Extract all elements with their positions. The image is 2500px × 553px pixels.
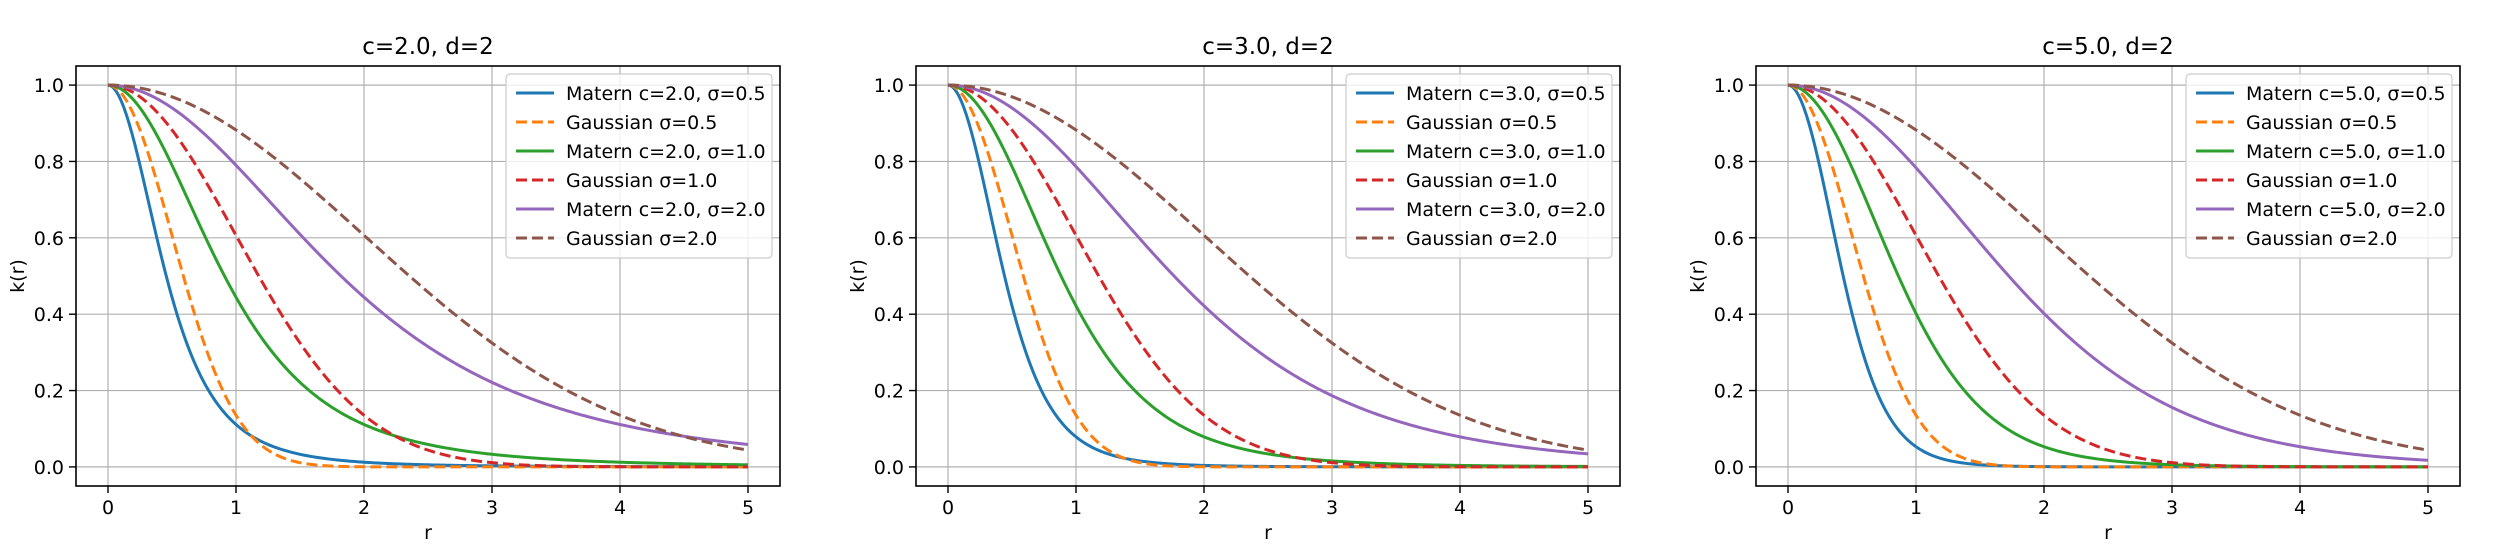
x-tick-label: 4 <box>2294 497 2306 519</box>
legend-label: Gaussian σ=1.0 <box>2246 170 2397 192</box>
x-tick-label: 5 <box>2422 497 2434 519</box>
legend-label: Gaussian σ=2.0 <box>2246 228 2397 250</box>
legend-label: Matern c=2.0, σ=0.5 <box>566 83 766 105</box>
series-line-gaussian <box>947 83 1588 469</box>
x-tick-label: 2 <box>1198 497 1210 519</box>
legend-label: Matern c=5.0, σ=0.5 <box>2246 83 2446 105</box>
legend-box <box>505 73 773 259</box>
series-line-gaussian <box>107 83 748 469</box>
legend-box <box>1345 73 1613 259</box>
x-axis-label: r <box>424 522 432 544</box>
y-axis-label: k(r) <box>847 259 869 293</box>
y-tick-label: 0.6 <box>1714 228 1744 250</box>
x-tick-label: 4 <box>1454 497 1466 519</box>
axes-frame <box>1755 65 2461 487</box>
x-tick-label: 4 <box>614 497 626 519</box>
legend-label: Gaussian σ=0.5 <box>566 112 717 134</box>
legend: Matern c=5.0, σ=0.5 Gaussian σ=0.5 Matern … <box>2185 73 2453 259</box>
plot-area-1: 0 1 2 3 4 5 0.0 0.2 0.4 0.6 0.8 1.0 Matern c=2.0, σ=… <box>34 65 781 519</box>
subplot-2: c=3.0, d=2 r k(r) <box>847 34 1334 544</box>
y-tick-label: 0.0 <box>34 457 64 479</box>
series-line-matern <box>1787 83 2429 462</box>
series-line-matern <box>107 83 749 446</box>
x-tick-label: 3 <box>2166 497 2178 519</box>
y-axis-label: k(r) <box>7 259 29 293</box>
legend-label: Matern c=3.0, σ=0.5 <box>1406 83 1606 105</box>
subplot-title: c=3.0, d=2 <box>1202 34 1334 60</box>
y-tick-label: 0.2 <box>34 381 64 403</box>
legend-label: Gaussian σ=2.0 <box>566 228 717 250</box>
y-tick-label: 0.4 <box>1714 304 1744 326</box>
series-line-gaussian <box>947 83 1588 469</box>
legend-label: Matern c=5.0, σ=2.0 <box>2246 199 2446 221</box>
legend-label: Matern c=3.0, σ=2.0 <box>1406 199 1606 221</box>
y-tick-label: 0.4 <box>34 304 64 326</box>
x-tick-label: 1 <box>1910 497 1922 519</box>
y-tick-label: 0.6 <box>874 228 904 250</box>
x-tick-label: 0 <box>102 497 114 519</box>
legend-box <box>2185 73 2453 259</box>
y-tick-label: 0.8 <box>1714 151 1744 173</box>
legend-label: Matern c=5.0, σ=1.0 <box>2246 141 2446 163</box>
axes-frame <box>75 65 781 487</box>
y-tick-label: 0.4 <box>874 304 904 326</box>
series-line-gaussian <box>947 83 1589 452</box>
legend-label: Gaussian σ=0.5 <box>2246 112 2397 134</box>
series-line-matern <box>107 83 749 467</box>
x-tick-label: 1 <box>1070 497 1082 519</box>
y-tick-label: 0.8 <box>874 151 904 173</box>
x-tick-label: 5 <box>742 497 754 519</box>
plot-area-3: 0 1 2 3 4 5 0.0 0.2 0.4 0.6 0.8 1.0 Matern c=5.0, σ=… <box>1714 65 2461 519</box>
series-line-gaussian <box>1787 83 2428 469</box>
subplot-title: c=2.0, d=2 <box>362 34 494 60</box>
x-tick-label: 5 <box>1582 497 1594 519</box>
x-tick-label: 0 <box>1782 497 1794 519</box>
y-axis-label: k(r) <box>1687 259 1709 293</box>
legend-label: Gaussian σ=2.0 <box>1406 228 1557 250</box>
x-tick-label: 3 <box>486 497 498 519</box>
x-tick-label: 2 <box>2038 497 2050 519</box>
y-tick-label: 0.6 <box>34 228 64 250</box>
legend-label: Matern c=3.0, σ=1.0 <box>1406 141 1606 163</box>
legend-label: Gaussian σ=1.0 <box>1406 170 1557 192</box>
y-tick-label: 0.2 <box>874 381 904 403</box>
series-line-matern <box>947 83 1589 456</box>
y-tick-label: 0.8 <box>34 151 64 173</box>
legend: Matern c=3.0, σ=0.5 Gaussian σ=0.5 Matern … <box>1345 73 1613 259</box>
x-tick-label: 3 <box>1326 497 1338 519</box>
series-line-gaussian <box>107 83 749 452</box>
legend-label: Gaussian σ=1.0 <box>566 170 717 192</box>
y-tick-label: 0.2 <box>1714 381 1744 403</box>
y-tick-label: 1.0 <box>874 75 904 97</box>
subplot-3: c=5.0, d=2 r k(r) <box>1687 34 2174 544</box>
plot-area-2: 0 1 2 3 4 5 0.0 0.2 0.4 0.6 0.8 1.0 Matern c=3.0, σ=… <box>874 65 1621 519</box>
legend-label: Matern c=2.0, σ=2.0 <box>566 199 766 221</box>
y-tick-label: 0.0 <box>1714 457 1744 479</box>
subplot-title: c=5.0, d=2 <box>2042 34 2174 60</box>
y-tick-label: 0.0 <box>874 457 904 479</box>
axes-frame <box>915 65 1621 487</box>
x-axis-label: r <box>2104 522 2112 544</box>
y-tick-label: 1.0 <box>1714 75 1744 97</box>
x-tick-label: 1 <box>230 497 242 519</box>
series-line-gaussian <box>1787 83 2429 452</box>
legend: Matern c=2.0, σ=0.5 Gaussian σ=0.5 Matern … <box>505 73 773 259</box>
x-tick-label: 2 <box>358 497 370 519</box>
y-tick-label: 1.0 <box>34 75 64 97</box>
x-axis-label: r <box>1264 522 1272 544</box>
legend-label: Gaussian σ=0.5 <box>1406 112 1557 134</box>
subplot-1: c=2.0, d=2 r k(r) <box>7 34 494 544</box>
series-line-gaussian <box>1787 83 2428 469</box>
series-line-gaussian <box>107 83 748 469</box>
x-tick-label: 0 <box>942 497 954 519</box>
legend-label: Matern c=2.0, σ=1.0 <box>566 141 766 163</box>
